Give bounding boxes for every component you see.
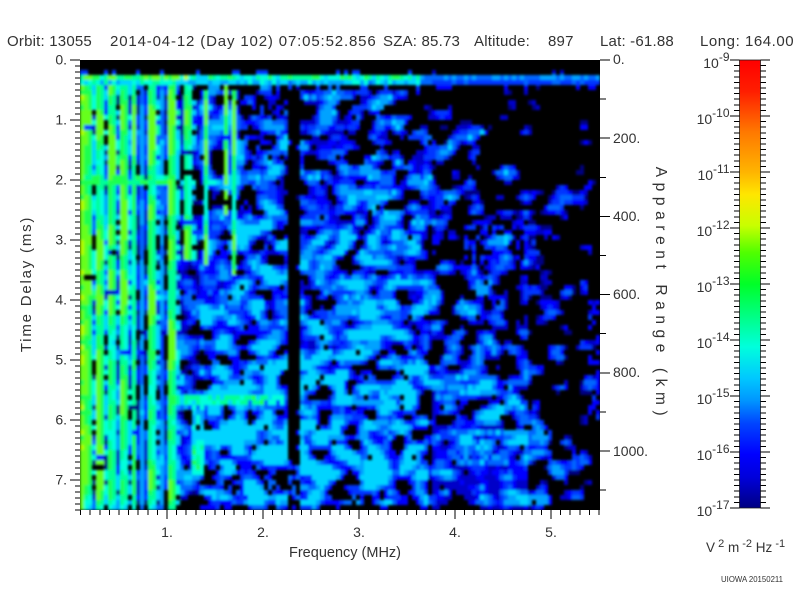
svg-text:10-12: 10-12: [697, 218, 730, 239]
svg-text:400.: 400.: [613, 208, 640, 224]
svg-text:10-9: 10-9: [703, 50, 730, 71]
svg-text:7.: 7.: [55, 472, 67, 488]
svg-text:800.: 800.: [613, 364, 640, 380]
svg-text:600.: 600.: [613, 286, 640, 302]
svg-text:Orbit: 13055: Orbit: 13055: [7, 33, 92, 50]
svg-text:2014-04-12 (Day 102) 07:05:52.: 2014-04-12 (Day 102) 07:05:52.856: [110, 33, 377, 50]
svg-text:3.: 3.: [55, 232, 67, 248]
svg-text:0.: 0.: [613, 51, 625, 67]
svg-text:Long: 164.00: Long: 164.00: [700, 33, 794, 50]
svg-text:897: 897: [548, 33, 574, 50]
svg-text:2.: 2.: [257, 524, 269, 540]
svg-text:4.: 4.: [449, 524, 461, 540]
svg-text:SZA: 85.73: SZA: 85.73: [383, 33, 460, 50]
svg-text:3.: 3.: [353, 524, 365, 540]
svg-text:5.: 5.: [55, 352, 67, 368]
svg-text:Apparent Range (km): Apparent Range (km): [652, 167, 669, 422]
svg-text:4.: 4.: [55, 292, 67, 308]
svg-text:10-15: 10-15: [697, 386, 730, 407]
svg-text:1.: 1.: [55, 112, 67, 128]
svg-text:10-14: 10-14: [697, 330, 730, 351]
svg-text:10-11: 10-11: [697, 162, 729, 183]
svg-text:1000.: 1000.: [613, 443, 648, 459]
svg-text:Altitude:: Altitude:: [474, 33, 530, 50]
svg-text:UIOWA 20150211: UIOWA 20150211: [721, 575, 783, 584]
svg-text:6.: 6.: [55, 412, 67, 428]
svg-text:Time Delay (ms): Time Delay (ms): [18, 216, 35, 352]
svg-text:10-16: 10-16: [697, 442, 730, 463]
svg-text:Lat: -61.88: Lat: -61.88: [600, 33, 674, 50]
svg-text:1.: 1.: [161, 524, 173, 540]
svg-text:5.: 5.: [545, 524, 557, 540]
svg-text:10-17: 10-17: [697, 498, 730, 519]
svg-text:Frequency (MHz): Frequency (MHz): [289, 545, 401, 561]
svg-text:0.: 0.: [55, 52, 67, 68]
svg-text:V 2 m -2 Hz -1: V 2 m -2 Hz -1: [706, 538, 785, 555]
svg-text:10-10: 10-10: [697, 106, 730, 127]
svg-text:10-13: 10-13: [697, 274, 730, 295]
svg-text:2.: 2.: [55, 172, 67, 188]
svg-text:200.: 200.: [613, 130, 640, 146]
